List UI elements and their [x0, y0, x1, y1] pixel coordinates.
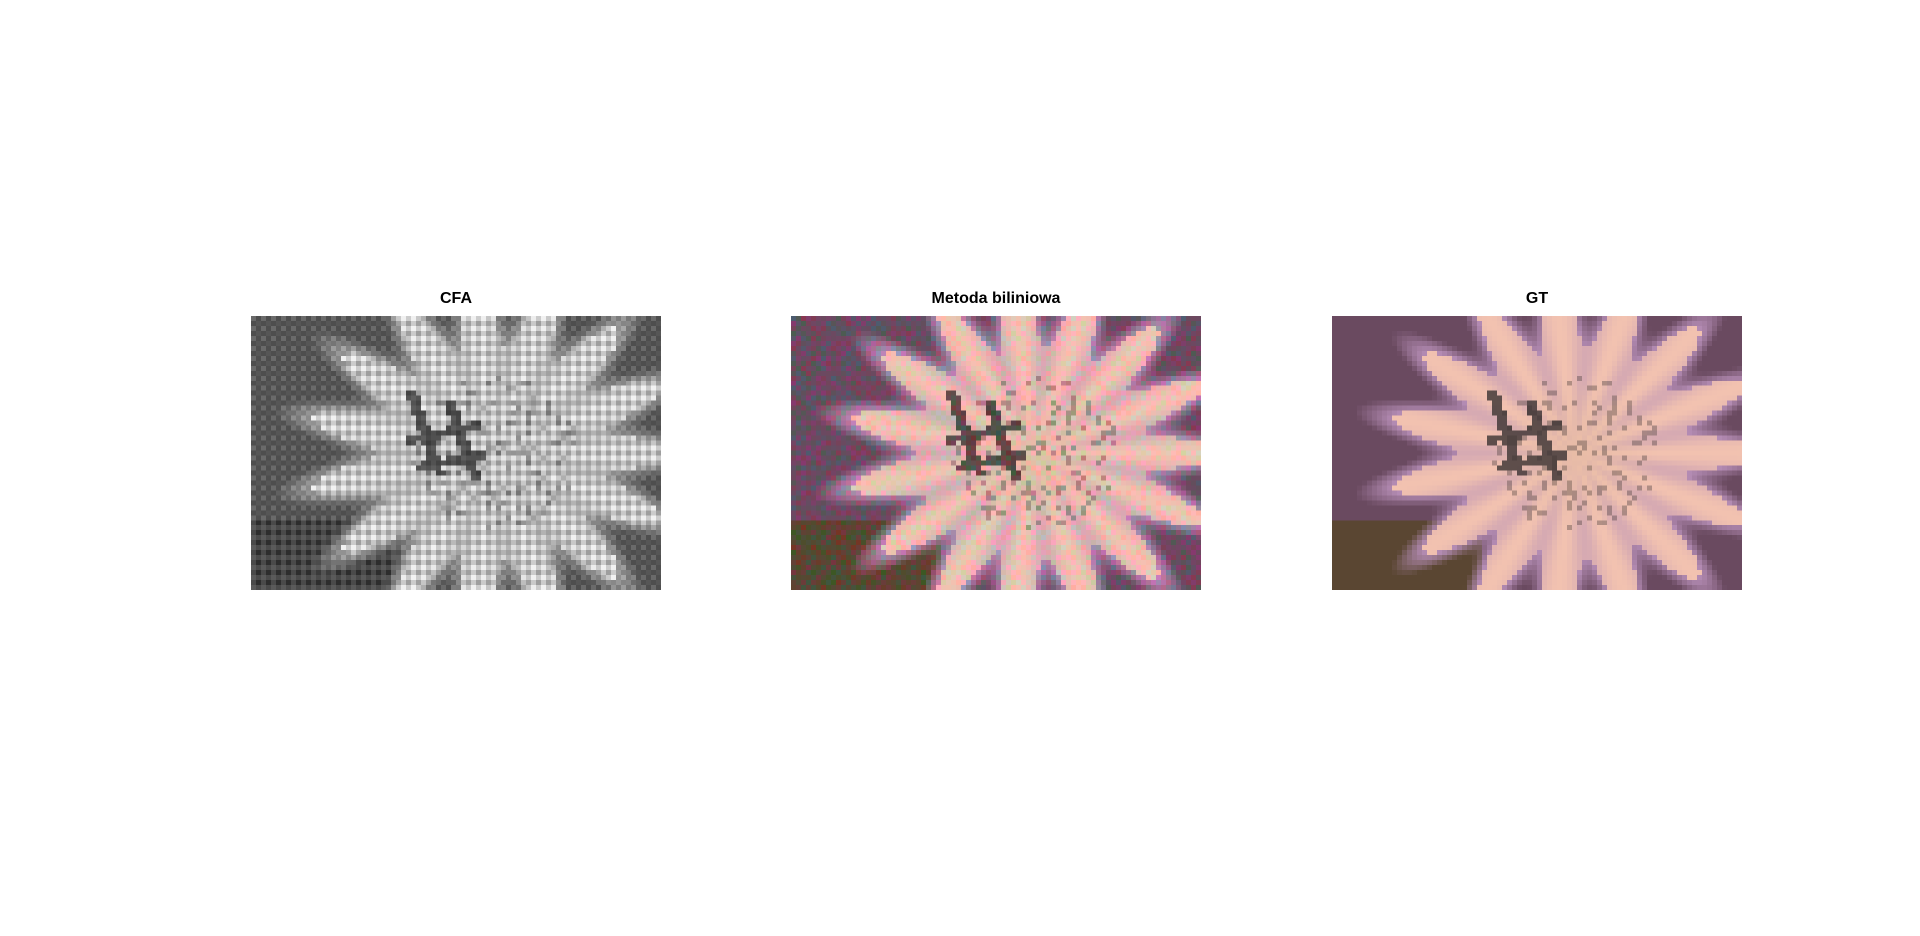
panel-title-cfa: CFA	[440, 290, 472, 307]
panel-title-gt: GT	[1525, 290, 1549, 307]
cfa-image	[251, 316, 661, 590]
bilinear-image	[791, 316, 1201, 590]
panel-title-bilinear: Metoda biliniowa	[931, 290, 1061, 307]
gt-image	[1332, 316, 1742, 590]
